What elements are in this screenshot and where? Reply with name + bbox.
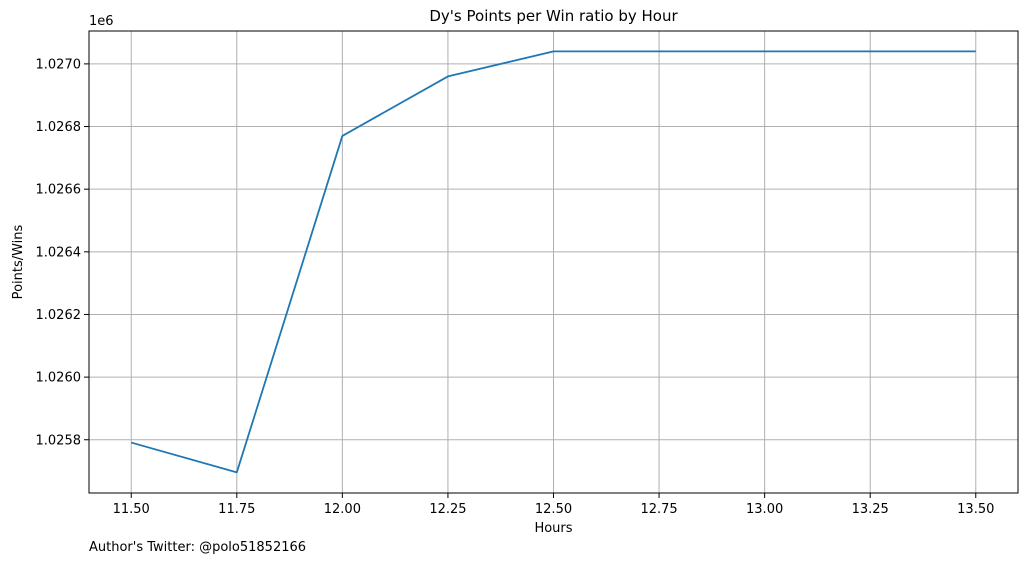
y-tick-label: 1.0258 — [36, 433, 82, 448]
x-tick-label: 11.50 — [113, 502, 150, 517]
axis-ticks: 11.50 11.75 12.00 12.25 12.50 12.75 13.00 13.25… — [36, 57, 995, 517]
y-tick-label: 1.0270 — [36, 57, 82, 72]
y-tick-label: 1.0264 — [36, 245, 82, 260]
x-tick-label: 13.00 — [746, 502, 783, 517]
x-tick-label: 13.50 — [957, 502, 994, 517]
y-tick-label: 1.0262 — [36, 308, 82, 323]
y-offset-label: 1e6 — [89, 14, 114, 29]
y-tick-label: 1.0268 — [36, 120, 82, 135]
x-tick-label: 12.00 — [324, 502, 361, 517]
x-axis-label: Hours — [534, 521, 572, 536]
x-tick-label: 12.25 — [429, 502, 466, 517]
grid-lines — [89, 31, 1018, 493]
x-tick-label: 13.25 — [852, 502, 889, 517]
y-axis-label: Points/Wins — [11, 224, 26, 299]
series-line — [130, 50, 976, 474]
x-tick-label: 11.75 — [218, 502, 255, 517]
y-tick-label: 1.0260 — [36, 371, 82, 386]
x-tick-label: 12.75 — [640, 502, 677, 517]
series-layer — [130, 50, 976, 474]
chart-title: Dy's Points per Win ratio by Hour — [429, 7, 678, 25]
x-tick-label: 12.50 — [535, 502, 572, 517]
y-tick-label: 1.0266 — [36, 183, 82, 198]
author-footnote: Author's Twitter: @polo51852166 — [89, 540, 306, 555]
